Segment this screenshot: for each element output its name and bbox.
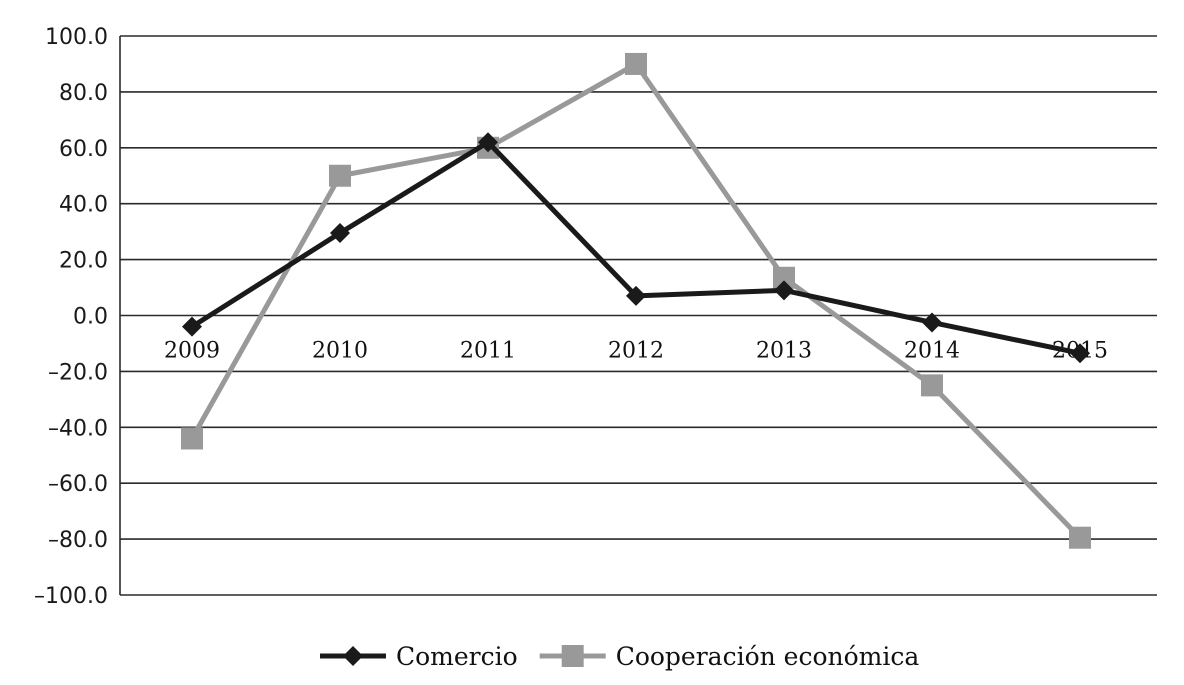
- series-line: [190, 139, 1081, 356]
- legend: Comercio Cooperación económica: [320, 642, 919, 671]
- data-point: [182, 316, 202, 337]
- data-point: [330, 223, 350, 244]
- data-point: [625, 52, 647, 75]
- series-cooperacion-economica: [181, 52, 1091, 549]
- legend-item-comercio: Comercio: [320, 642, 518, 671]
- data-point: [329, 164, 351, 187]
- x-tick-label: 2012: [608, 339, 664, 364]
- y-tick-label: 0.0: [73, 305, 108, 330]
- legend-label: Cooperación económica: [616, 642, 920, 671]
- series-comercio: [182, 132, 1090, 364]
- data-point: [626, 285, 646, 306]
- x-tick-label: 2014: [904, 339, 960, 364]
- x-tick-label: 2010: [312, 339, 368, 364]
- data-point: [1069, 526, 1091, 549]
- x-tick-label: 2011: [460, 339, 516, 364]
- y-tick-label: –40.0: [48, 416, 108, 441]
- data-point: [921, 374, 943, 397]
- y-tick-label: –80.0: [48, 528, 108, 553]
- y-tick-label: 20.0: [59, 249, 108, 274]
- y-tick-label: –20.0: [48, 360, 108, 385]
- legend-label: Comercio: [396, 642, 518, 671]
- x-axis-tick-labels: 2009201020112012201320142015: [164, 339, 1108, 364]
- y-axis-tick-labels: 100.0 80.0 60.0 40.0 20.0 0.0 –20.0 –40.0 –60.0 –…: [34, 25, 108, 609]
- legend-swatch-marker: [561, 645, 584, 667]
- y-tick-label: 60.0: [59, 137, 108, 162]
- y-tick-label: 40.0: [59, 193, 108, 218]
- data-point: [773, 266, 795, 289]
- y-tick-label: 100.0: [45, 25, 108, 50]
- data-point: [774, 280, 794, 301]
- data-point: [922, 312, 942, 333]
- x-tick-label: 2013: [756, 339, 812, 364]
- series-group: [181, 52, 1091, 549]
- data-point: [1070, 343, 1090, 364]
- data-point: [478, 132, 498, 153]
- legend-item-cooperacion-economica: Cooperación económica: [539, 642, 920, 671]
- x-tick-label: 2009: [164, 339, 220, 364]
- legend-swatch-marker: [343, 646, 363, 666]
- y-tick-label: –60.0: [48, 472, 108, 497]
- y-tick-label: –100.0: [34, 584, 108, 609]
- gridlines: [119, 35, 1157, 596]
- y-tick-label: 80.0: [59, 81, 108, 106]
- data-point: [181, 427, 203, 450]
